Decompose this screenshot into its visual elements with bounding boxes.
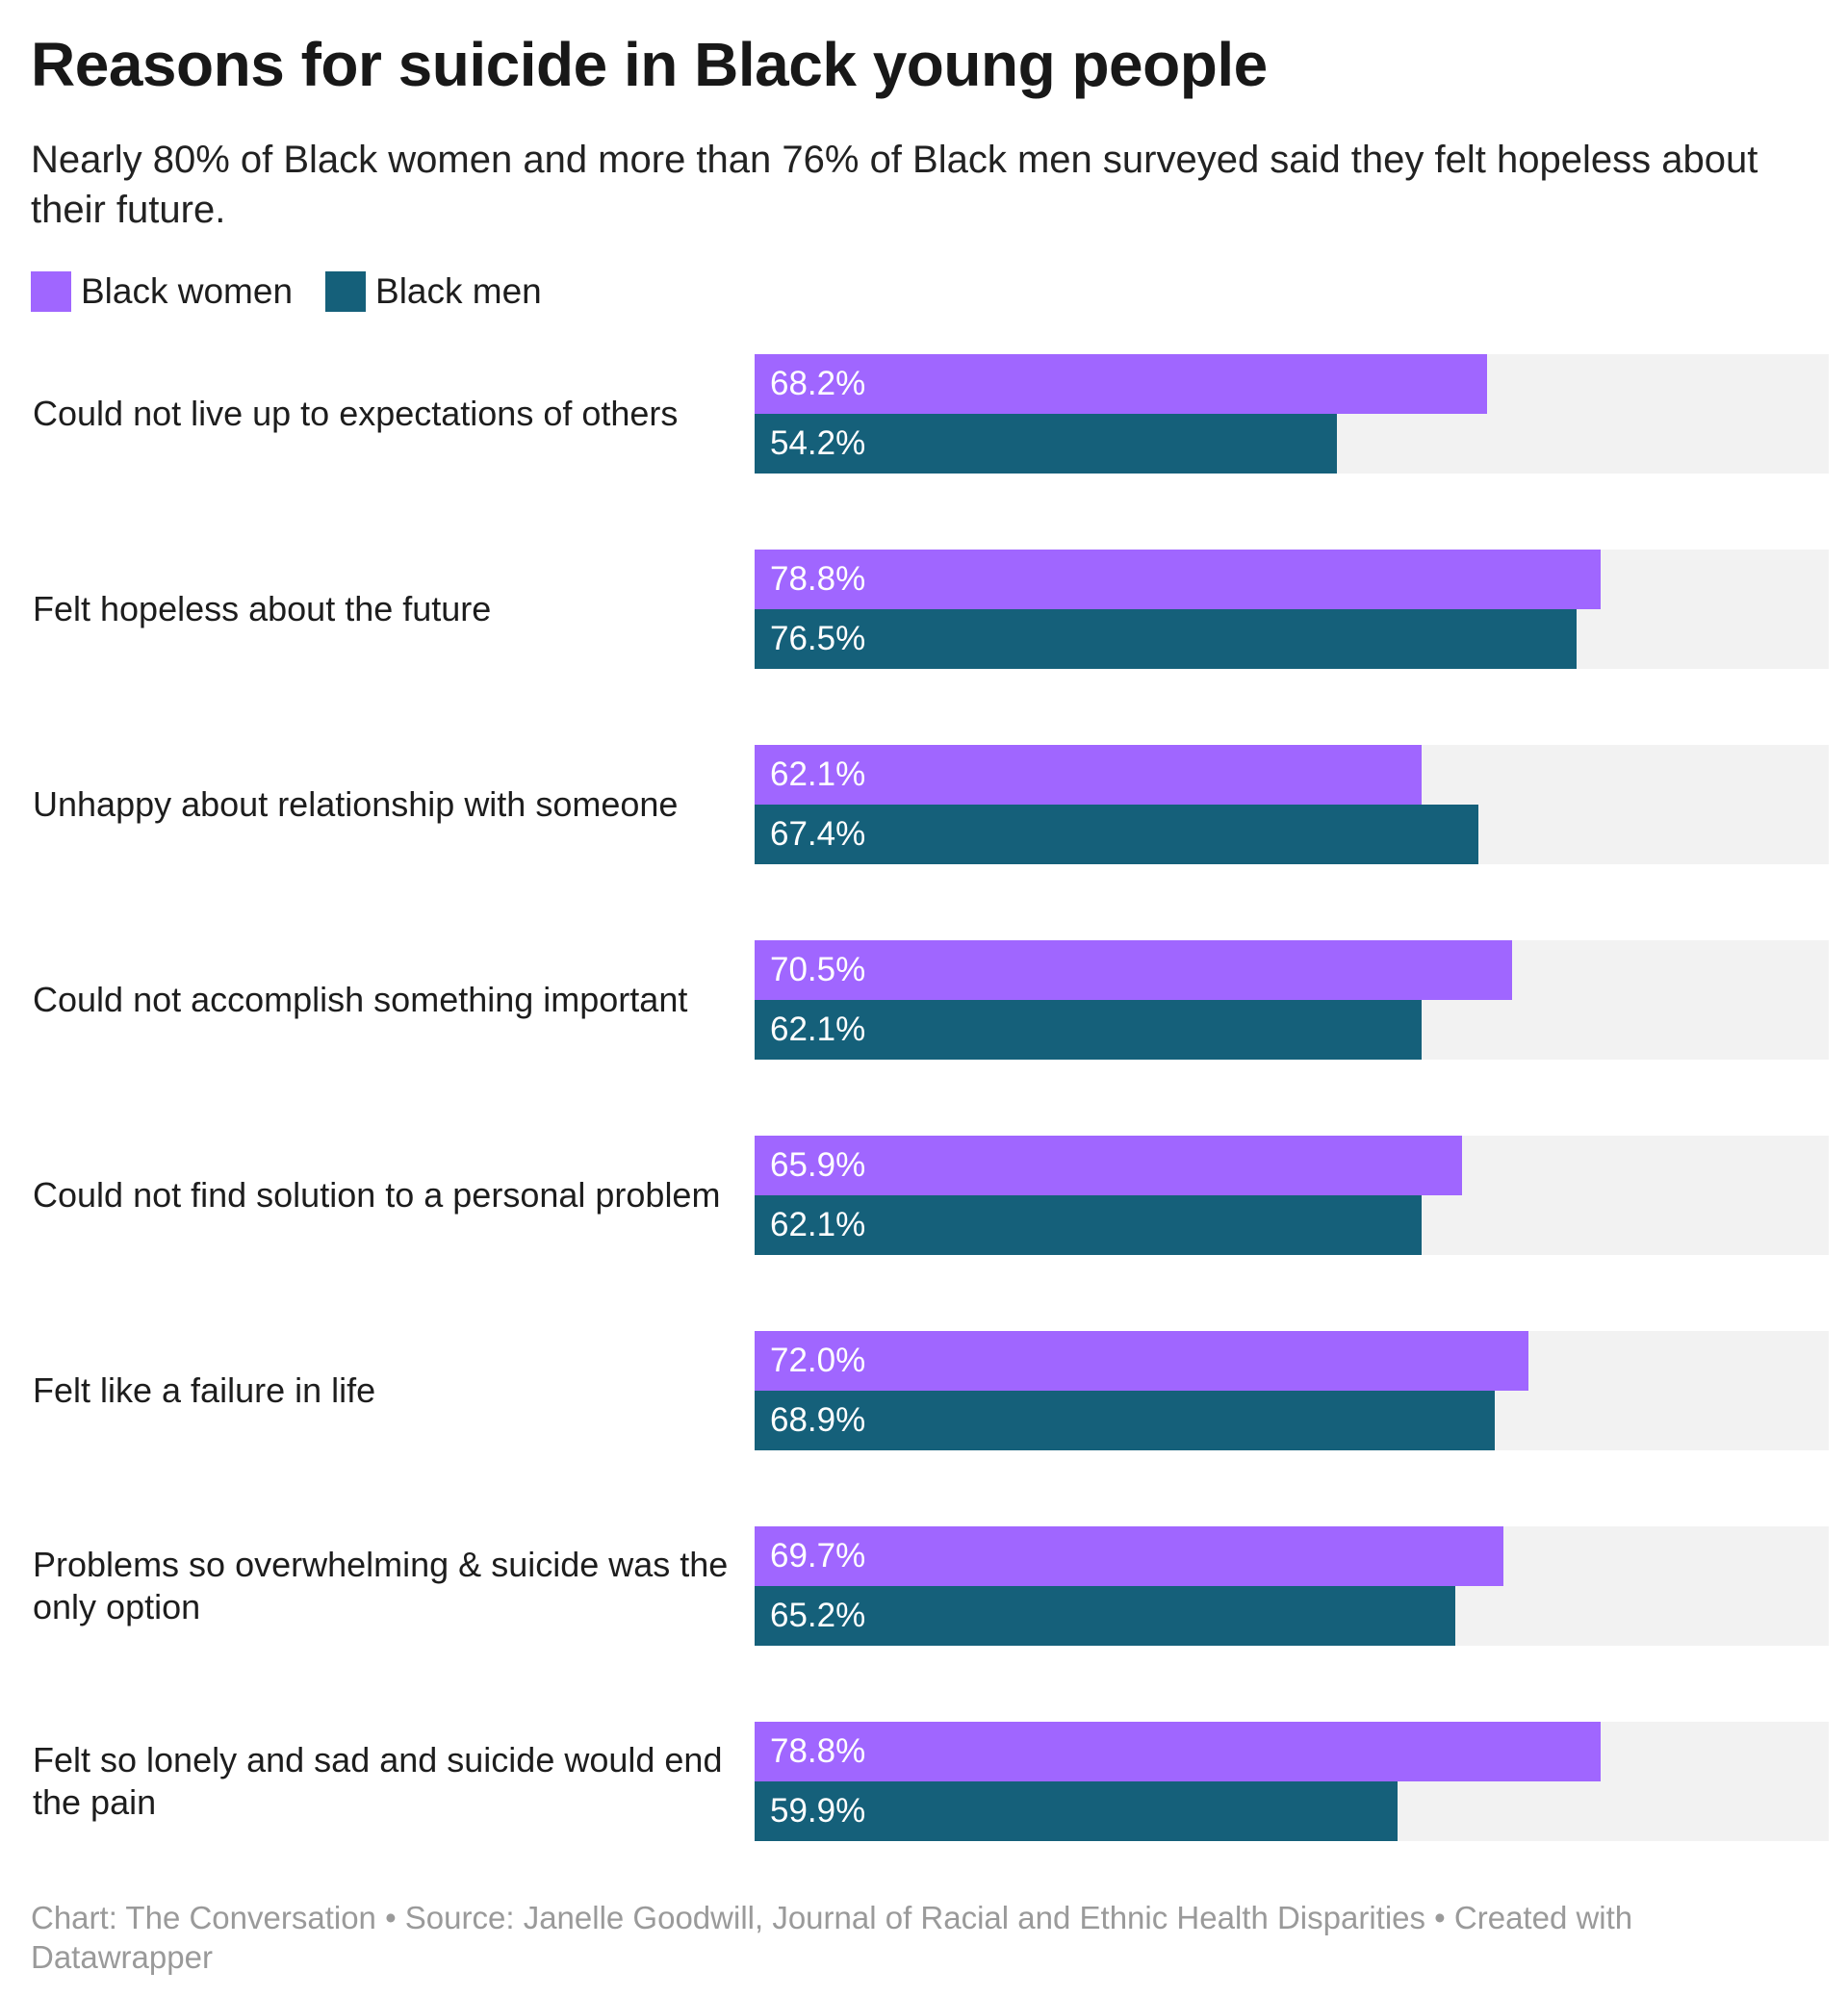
legend-swatch-women [31,271,71,312]
data-label: 62.1% [770,1011,866,1048]
bar-track: 62.1% 67.4% [755,745,1829,864]
data-label: 70.5% [770,951,866,988]
bar-track: 72.0% 68.9% [755,1331,1829,1450]
data-label: 65.9% [770,1146,866,1184]
bar-track: 78.8% 59.9% [755,1722,1829,1841]
bar-black-men: 62.1% [755,1000,1423,1060]
bar-row: Could not find solution to a personal pr… [0,1136,1848,1255]
data-label: 59.9% [770,1792,866,1830]
bar-black-women: 72.0% [755,1331,1528,1391]
data-label: 67.4% [770,815,866,853]
data-label: 62.1% [770,755,866,793]
bar-row: Felt so lonely and sad and suicide would… [0,1722,1848,1841]
chart-footer: Chart: The Conversation • Source: Janell… [31,1900,1633,1975]
data-label: 76.5% [770,620,866,657]
bar-black-men: 59.9% [755,1781,1399,1841]
bar-black-men: 68.9% [755,1391,1495,1450]
bar-black-women: 78.8% [755,550,1602,609]
legend-item-men: Black men [325,271,542,312]
legend-swatch-men [325,271,367,312]
category-label: Felt hopeless about the future [33,589,492,628]
bar-black-men: 62.1% [755,1195,1423,1255]
bar-black-women: 62.1% [755,745,1423,805]
bar-track: 78.8% 76.5% [755,550,1829,669]
category-label: Felt so lonely and sad and suicide would… [33,1740,723,1822]
chart-subtitle: Nearly 80% of Black women and more than … [31,139,1758,231]
legend: Black women Black men [31,271,542,312]
bar-track: 65.9% 62.1% [755,1136,1829,1255]
bar-black-women: 70.5% [755,940,1512,1000]
bar-black-men: 65.2% [755,1586,1455,1646]
bar-row: Felt like a failure in life 72.0% 68.9% [0,1331,1848,1450]
bar-track: 70.5% 62.1% [755,940,1829,1060]
legend-label-men: Black men [375,271,542,311]
data-label: 65.2% [770,1597,866,1634]
bar-track: 68.2% 54.2% [755,354,1829,474]
data-label: 54.2% [770,424,866,462]
data-label: 78.8% [770,560,866,598]
data-label: 68.2% [770,365,866,402]
category-label: Problems so overwhelming & suicide was t… [33,1545,729,1626]
bar-black-women: 68.2% [755,354,1488,414]
data-label: 69.7% [770,1537,866,1575]
category-label: Could not live up to expectations of oth… [33,394,679,433]
legend-item-women: Black women [31,271,293,312]
category-label: Unhappy about relationship with someone [33,784,679,824]
data-label: 78.8% [770,1732,866,1770]
category-label: Could not accomplish something important [33,980,688,1019]
data-label: 72.0% [770,1342,866,1379]
bar-black-women: 65.9% [755,1136,1463,1195]
legend-label-women: Black women [81,271,294,311]
bar-row: Problems so overwhelming & suicide was t… [0,1526,1848,1646]
chart-title: Reasons for suicide in Black young peopl… [31,30,1268,99]
bar-black-men: 67.4% [755,805,1479,864]
bar-track: 69.7% 65.2% [755,1526,1829,1646]
bar-row: Could not live up to expectations of oth… [0,354,1848,474]
bar-row: Could not accomplish something important… [0,940,1848,1060]
category-label: Felt like a failure in life [33,1370,376,1410]
bar-black-men: 54.2% [755,414,1337,474]
bar-black-men: 76.5% [755,609,1577,669]
data-label: 68.9% [770,1401,866,1439]
bar-row: Felt hopeless about the future 78.8% 76.5% [0,550,1848,669]
bar-black-women: 78.8% [755,1722,1602,1781]
bar-row: Unhappy about relationship with someone 6… [0,745,1848,864]
bar-black-women: 69.7% [755,1526,1503,1586]
data-label: 62.1% [770,1206,866,1243]
category-label: Could not find solution to a personal pr… [33,1175,721,1215]
